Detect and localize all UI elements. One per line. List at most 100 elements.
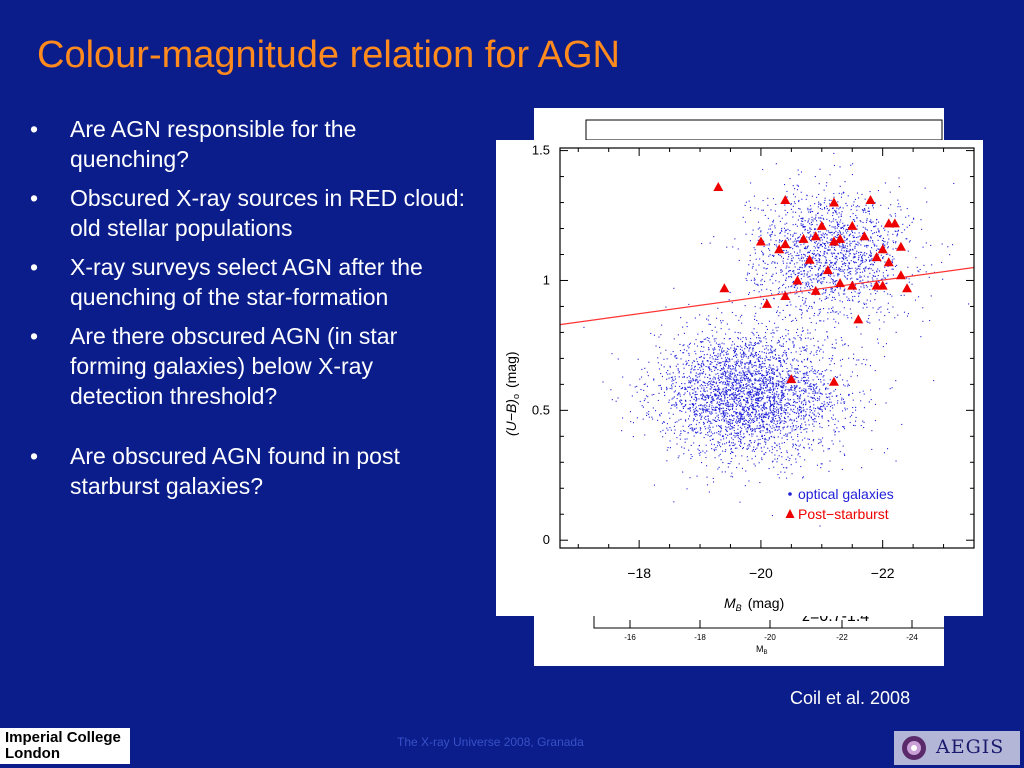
optical-galaxy-point — [728, 366, 730, 368]
optical-galaxy-point — [815, 254, 817, 256]
optical-galaxy-point — [707, 381, 709, 383]
optical-galaxy-point — [811, 281, 813, 283]
optical-galaxy-point — [746, 373, 748, 375]
optical-galaxy-point — [711, 438, 713, 440]
optical-galaxy-point — [716, 391, 718, 393]
optical-galaxy-point — [868, 213, 870, 215]
optical-galaxy-point — [788, 460, 790, 462]
optical-galaxy-point — [746, 430, 748, 432]
optical-galaxy-point — [790, 388, 792, 390]
optical-galaxy-point — [699, 427, 701, 429]
optical-galaxy-point — [774, 225, 776, 227]
optical-galaxy-point — [739, 366, 741, 368]
optical-galaxy-point — [869, 191, 871, 193]
bullet-list: Are AGN responsible for the quenching? O… — [30, 114, 470, 510]
optical-galaxy-point — [793, 408, 795, 410]
optical-galaxy-point — [776, 420, 778, 422]
bullet-item: Obscured X-ray sources in RED cloud: old… — [30, 183, 470, 243]
optical-galaxies-points — [583, 152, 970, 527]
optical-galaxy-point — [759, 424, 761, 426]
optical-galaxy-point — [747, 395, 749, 397]
optical-galaxy-point — [889, 254, 891, 256]
optical-galaxy-point — [798, 445, 800, 447]
optical-galaxy-point — [701, 363, 703, 365]
optical-galaxy-point — [841, 257, 843, 259]
optical-galaxy-point — [810, 279, 812, 281]
optical-galaxy-point — [769, 379, 771, 381]
optical-galaxy-point — [889, 293, 891, 295]
optical-galaxy-point — [813, 421, 815, 423]
optical-galaxy-point — [878, 281, 880, 283]
optical-galaxy-point — [793, 393, 795, 395]
optical-galaxy-point — [744, 365, 746, 367]
optical-galaxy-point — [765, 347, 767, 349]
optical-galaxy-point — [707, 319, 709, 321]
optical-galaxy-point — [784, 421, 786, 423]
optical-galaxy-point — [864, 198, 866, 200]
optical-galaxy-point — [737, 437, 739, 439]
optical-galaxy-point — [823, 401, 825, 403]
optical-galaxy-point — [756, 435, 758, 437]
optical-galaxy-point — [702, 394, 704, 396]
optical-galaxy-point — [697, 364, 699, 366]
optical-galaxy-point — [754, 455, 756, 457]
optical-galaxy-point — [795, 393, 797, 395]
optical-galaxy-point — [808, 392, 810, 394]
optical-galaxy-point — [761, 361, 763, 363]
optical-galaxy-point — [719, 453, 721, 455]
optical-galaxy-point — [825, 388, 827, 390]
optical-galaxy-point — [786, 467, 788, 469]
optical-galaxy-point — [767, 371, 769, 373]
optical-galaxy-point — [795, 461, 797, 463]
optical-galaxy-point — [892, 256, 894, 258]
optical-galaxy-point — [859, 235, 861, 237]
optical-galaxy-point — [761, 375, 763, 377]
optical-galaxy-point — [766, 428, 768, 430]
optical-galaxy-point — [695, 372, 697, 374]
optical-galaxy-point — [718, 382, 720, 384]
optical-galaxy-point — [703, 417, 705, 419]
optical-galaxy-point — [698, 364, 700, 366]
optical-galaxy-point — [712, 477, 714, 479]
optical-galaxy-point — [726, 380, 728, 382]
optical-galaxy-point — [842, 293, 844, 295]
optical-galaxy-point — [694, 383, 696, 385]
optical-galaxy-point — [820, 467, 822, 469]
optical-galaxy-point — [681, 403, 683, 405]
optical-galaxy-point — [760, 234, 762, 236]
optical-galaxy-point — [832, 283, 834, 285]
optical-galaxy-point — [771, 417, 773, 419]
optical-galaxy-point — [854, 256, 856, 258]
optical-galaxy-point — [750, 396, 752, 398]
optical-galaxy-point — [781, 406, 783, 408]
optical-galaxy-point — [810, 234, 812, 236]
optical-galaxy-point — [684, 419, 686, 421]
optical-galaxy-point — [747, 384, 749, 386]
optical-galaxy-point — [725, 404, 727, 406]
optical-galaxy-point — [838, 273, 840, 275]
optical-galaxy-point — [715, 367, 717, 369]
optical-galaxy-point — [751, 331, 753, 333]
optical-galaxy-point — [795, 284, 797, 286]
optical-galaxy-point — [803, 410, 805, 412]
optical-galaxy-point — [710, 388, 712, 390]
optical-galaxy-point — [702, 362, 704, 364]
optical-galaxy-point — [794, 286, 796, 288]
optical-galaxy-point — [770, 228, 772, 230]
optical-galaxy-point — [778, 315, 780, 317]
optical-galaxy-point — [843, 259, 845, 261]
optical-galaxy-point — [836, 221, 838, 223]
optical-galaxy-point — [757, 405, 759, 407]
optical-galaxy-point — [855, 406, 857, 408]
optical-galaxy-point — [810, 240, 812, 242]
optical-galaxy-point — [718, 349, 720, 351]
optical-galaxy-point — [749, 413, 751, 415]
optical-galaxy-point — [698, 452, 700, 454]
optical-galaxy-point — [833, 291, 835, 293]
optical-galaxy-point — [735, 402, 737, 404]
optical-galaxy-point — [739, 386, 741, 388]
optical-galaxy-point — [825, 257, 827, 259]
optical-galaxy-point — [887, 265, 889, 267]
optical-galaxy-point — [765, 378, 767, 380]
optical-galaxy-point — [700, 404, 702, 406]
